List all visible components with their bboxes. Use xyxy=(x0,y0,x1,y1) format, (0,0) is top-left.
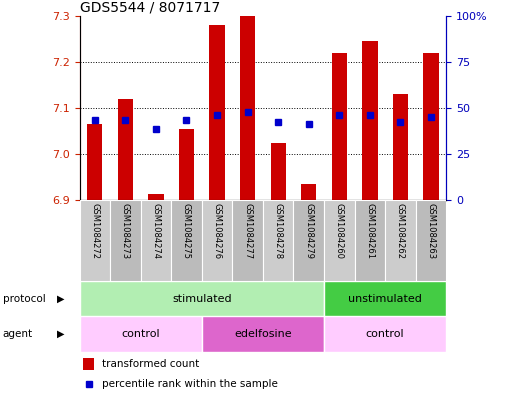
Bar xyxy=(202,316,324,352)
Text: GSM1084278: GSM1084278 xyxy=(274,203,283,259)
Bar xyxy=(324,281,446,316)
Text: protocol: protocol xyxy=(3,294,45,304)
Bar xyxy=(324,316,446,352)
Bar xyxy=(171,200,202,281)
Bar xyxy=(293,200,324,281)
Bar xyxy=(141,200,171,281)
Bar xyxy=(423,53,439,200)
Text: GSM1084275: GSM1084275 xyxy=(182,203,191,259)
Bar xyxy=(117,99,133,200)
Text: percentile rank within the sample: percentile rank within the sample xyxy=(102,379,278,389)
Bar xyxy=(324,200,354,281)
Bar xyxy=(354,200,385,281)
Bar xyxy=(416,200,446,281)
Text: GSM1084260: GSM1084260 xyxy=(335,203,344,259)
Text: edelfosine: edelfosine xyxy=(234,329,292,339)
Text: ▶: ▶ xyxy=(57,294,64,304)
Text: GSM1084279: GSM1084279 xyxy=(304,203,313,259)
Bar xyxy=(263,200,293,281)
Text: GSM1084263: GSM1084263 xyxy=(426,203,436,259)
Bar xyxy=(393,94,408,200)
Text: GSM1084261: GSM1084261 xyxy=(365,203,374,259)
Text: unstimulated: unstimulated xyxy=(348,294,422,304)
Text: GSM1084277: GSM1084277 xyxy=(243,203,252,259)
Bar xyxy=(202,200,232,281)
Text: GSM1084262: GSM1084262 xyxy=(396,203,405,259)
Text: control: control xyxy=(366,329,404,339)
Bar xyxy=(80,281,324,316)
Text: GSM1084272: GSM1084272 xyxy=(90,203,100,259)
Bar xyxy=(80,316,202,352)
Bar xyxy=(179,129,194,200)
Text: stimulated: stimulated xyxy=(172,294,231,304)
Bar xyxy=(209,25,225,200)
Text: transformed count: transformed count xyxy=(102,359,199,369)
Bar xyxy=(83,358,94,370)
Text: GSM1084274: GSM1084274 xyxy=(151,203,161,259)
Bar xyxy=(301,184,317,200)
Text: ▶: ▶ xyxy=(57,329,64,339)
Text: GSM1084273: GSM1084273 xyxy=(121,203,130,259)
Bar xyxy=(148,193,164,200)
Bar xyxy=(362,41,378,200)
Text: GSM1084276: GSM1084276 xyxy=(212,203,222,259)
Text: agent: agent xyxy=(3,329,33,339)
Bar xyxy=(270,143,286,200)
Text: control: control xyxy=(122,329,160,339)
Bar xyxy=(80,200,110,281)
Bar xyxy=(110,200,141,281)
Bar xyxy=(385,200,416,281)
Bar xyxy=(232,200,263,281)
Bar xyxy=(240,16,255,200)
Bar xyxy=(87,124,103,200)
Text: GDS5544 / 8071717: GDS5544 / 8071717 xyxy=(80,0,220,15)
Bar xyxy=(332,53,347,200)
